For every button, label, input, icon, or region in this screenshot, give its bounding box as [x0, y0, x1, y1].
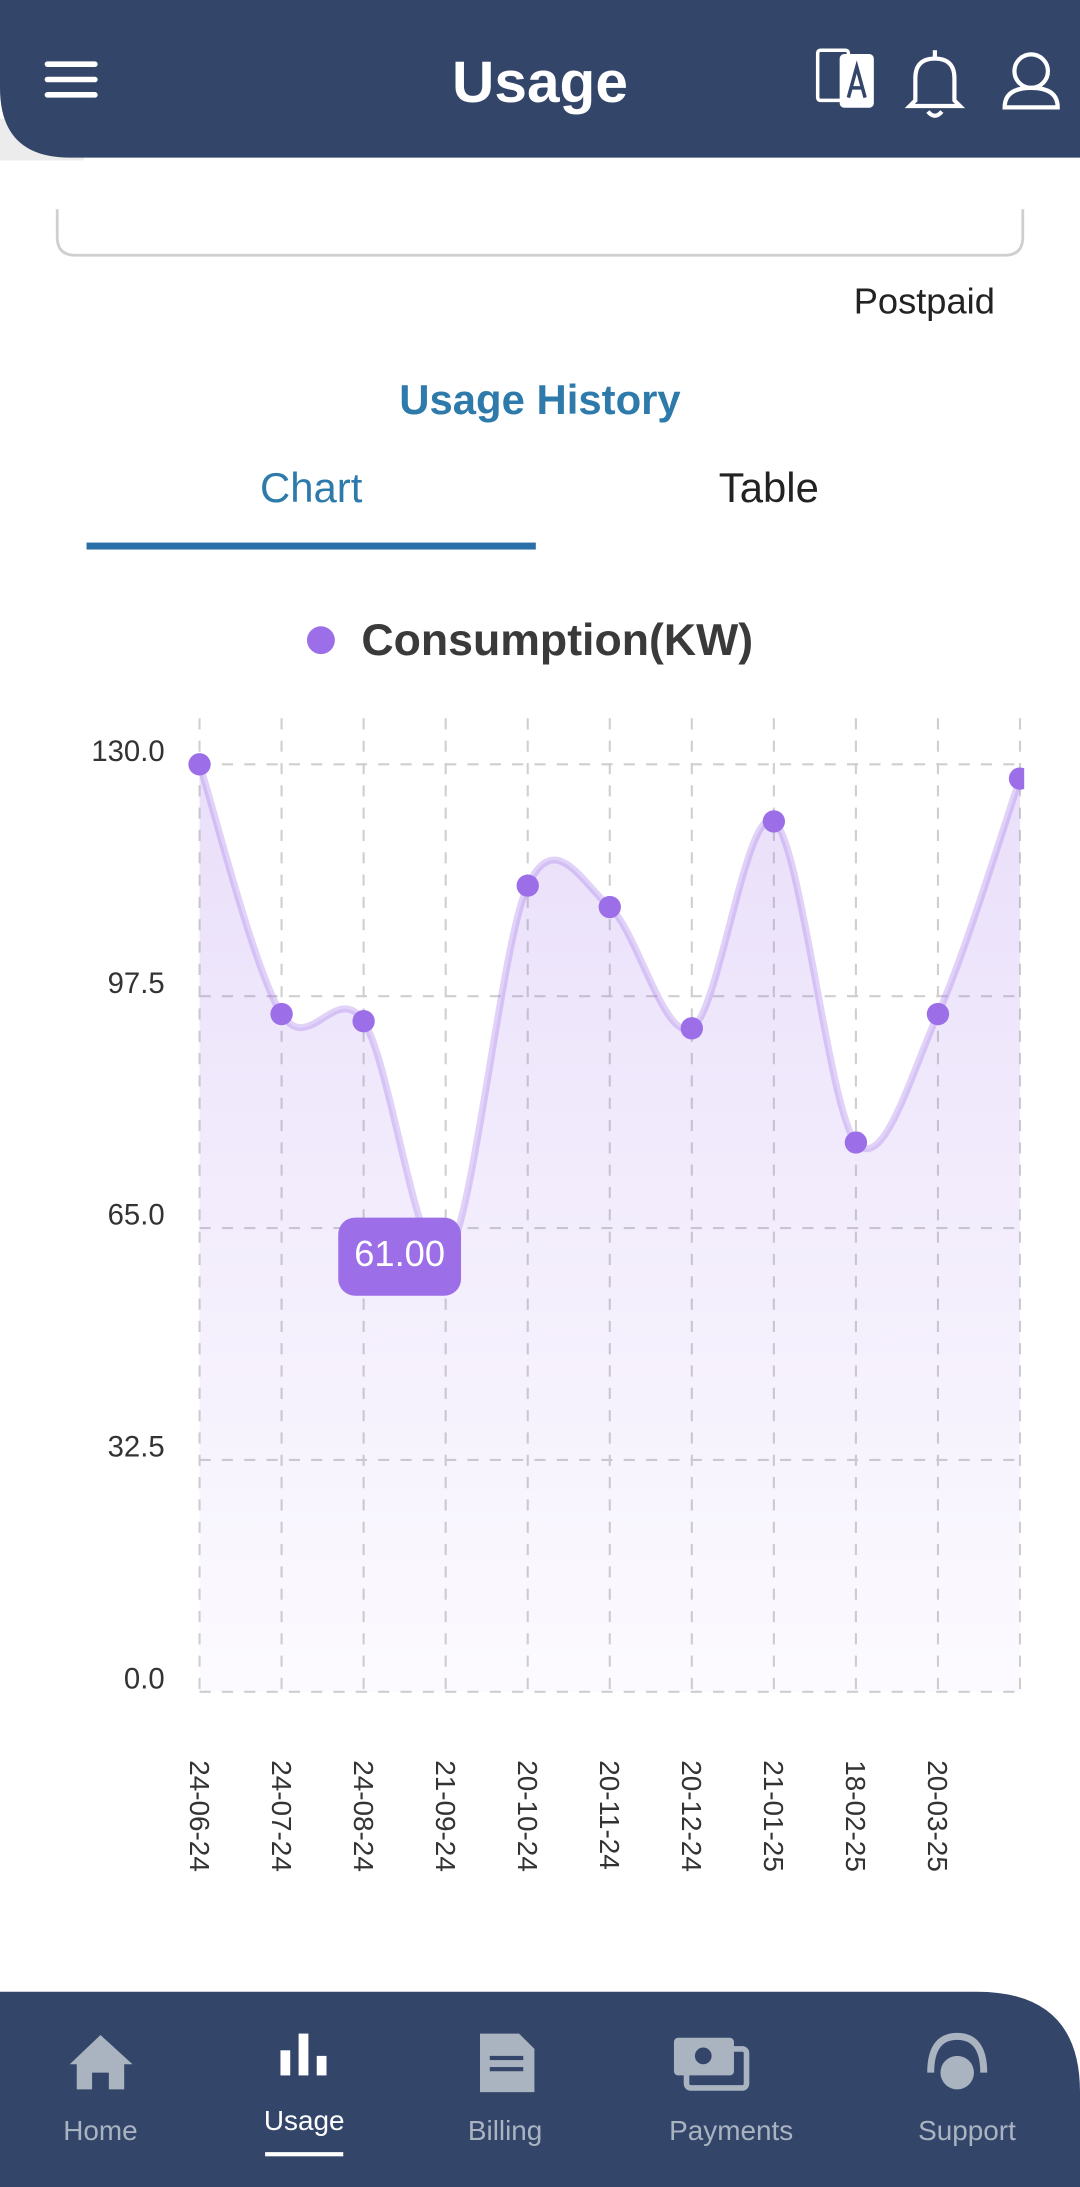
- point: [1008, 767, 1025, 790]
- account-card: [55, 209, 1025, 257]
- point: [598, 895, 621, 919]
- point: [516, 874, 539, 897]
- point: [844, 1131, 868, 1154]
- header-title: Usage: [452, 50, 628, 115]
- menu-button[interactable]: [44, 61, 98, 98]
- translate-button[interactable]: [815, 48, 874, 108]
- x-tick-label: 21-09-24: [430, 1760, 461, 1872]
- tab-chart[interactable]: Chart: [260, 464, 363, 511]
- nav-label[interactable]: Home: [63, 2115, 137, 2146]
- nav-label[interactable]: Support: [918, 2115, 1016, 2146]
- chart: Consumption(KW) 0.0 32.5 65.0 97.5 130.0 24-06…: [91, 616, 1025, 1872]
- profile-button[interactable]: [1002, 52, 1060, 110]
- support-icon: [927, 2032, 988, 2090]
- tab-indicator: [86, 542, 536, 550]
- tooltip-label: 61.00: [354, 1233, 445, 1274]
- point: [352, 1010, 375, 1033]
- legend-marker: [306, 626, 335, 655]
- y-tick-label: 97.5: [108, 967, 165, 1000]
- billing-line: [489, 2067, 524, 2072]
- tooltip: [338, 1217, 462, 1296]
- billing-line: [489, 2055, 524, 2061]
- area: [199, 764, 1020, 1692]
- account-type: Postpaid: [854, 281, 995, 322]
- nav-label[interactable]: Billing: [468, 2115, 542, 2146]
- nav-label[interactable]: Usage: [264, 2105, 345, 2136]
- x-tick-label: 20-12-24: [676, 1760, 707, 1872]
- point: [680, 1017, 703, 1040]
- bottom-nav: [0, 1991, 1080, 2187]
- point: [188, 753, 211, 776]
- y-tick-label: 65.0: [108, 1199, 165, 1232]
- y-tick-label: 0.0: [124, 1662, 165, 1695]
- x-tick-label: 21-01-25: [758, 1760, 789, 1872]
- y-tick-label: 32.5: [108, 1431, 165, 1464]
- legend-label: Consumption(KW): [361, 616, 753, 665]
- x-tick-label: 20-03-25: [922, 1760, 953, 1872]
- point: [762, 810, 786, 833]
- home-icon: [69, 2034, 133, 2090]
- nav-active-indicator: [265, 2152, 344, 2157]
- x-tick-label: 24-08-24: [348, 1760, 379, 1872]
- payments-icon: [673, 2037, 750, 2091]
- section-title: Usage History: [399, 376, 681, 423]
- point: [270, 1002, 293, 1026]
- nav-label[interactable]: Payments: [669, 2115, 793, 2146]
- tab-table[interactable]: Table: [719, 464, 819, 511]
- usage-icon: [280, 2033, 327, 2076]
- point: [926, 1002, 950, 1026]
- x-tick-label: 18-02-25: [840, 1760, 871, 1872]
- x-tick-label: 20-10-24: [512, 1760, 543, 1872]
- header: [0, 0, 1080, 158]
- x-tick-label: 24-07-24: [266, 1760, 297, 1872]
- x-tick-label: 20-11-24: [594, 1760, 625, 1870]
- billing-icon: [480, 2033, 535, 2093]
- y-tick-label: 130.0: [91, 735, 164, 768]
- x-tick-label: 24-06-24: [184, 1760, 215, 1872]
- notifications-button[interactable]: [904, 50, 966, 118]
- nav-icons: [69, 2032, 988, 2093]
